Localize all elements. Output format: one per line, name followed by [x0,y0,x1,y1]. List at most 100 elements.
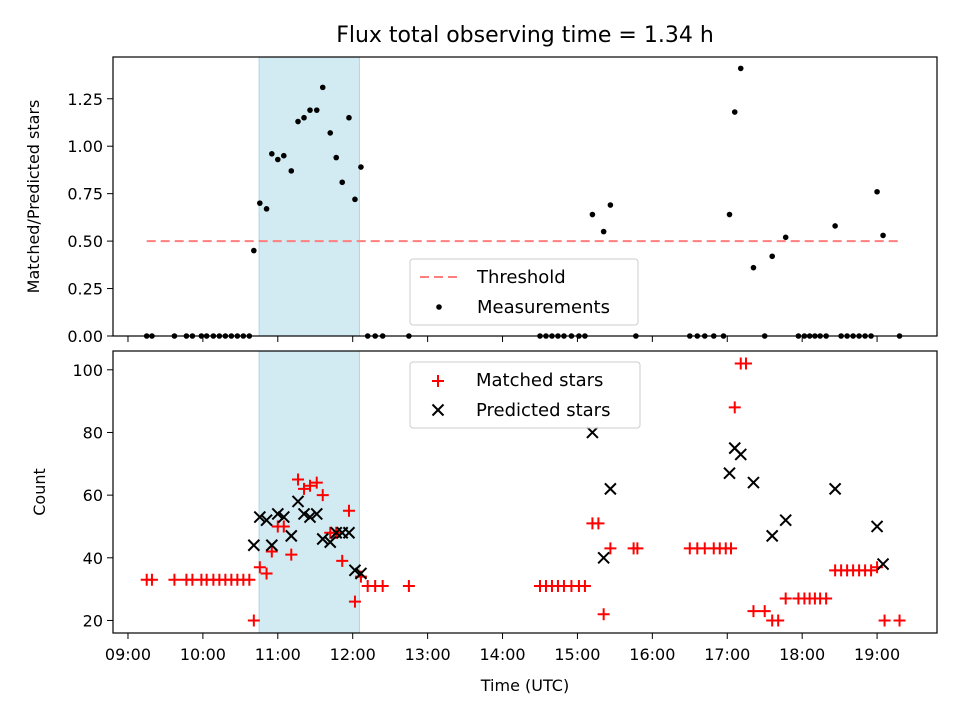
measurement-point [589,211,596,218]
matched-star-point [265,545,278,558]
matched-star-point [739,357,752,370]
bottom-x-tick-label: 18:00 [779,645,825,664]
legend-measurements-label: Measurements [477,297,610,318]
predicted-star-point [260,513,273,527]
measurement-point [346,114,352,121]
measurement-point [358,164,364,170]
matched-star-point [604,542,617,555]
bottom-x-tick-label: 19:00 [854,645,900,664]
measurement-point [352,196,358,203]
measurement-point [737,65,744,72]
legend-matched-swatch [432,375,444,387]
predicted-star-point [876,557,890,571]
measurement-point [750,264,757,271]
predicted-star-point [597,551,610,565]
legend-predicted-label: Predicted stars [476,400,610,421]
ratio-plot-panel: 0.00 0.25 0.50 0.75 1.00 1.25 Matched/Predicte… [24,56,938,346]
predicted-star-point [271,507,285,521]
bottom-y-tick-label: 80 [83,423,103,442]
measurement-point [307,107,313,113]
measurement-point [731,109,738,115]
matched-star-point [878,614,891,627]
measurement-point [251,247,257,254]
predicted-star-point [348,564,362,577]
matched-star-point [402,580,415,592]
matched-star-point [779,592,792,605]
bottom-x-tick-label: 13:00 [405,645,451,664]
bottom-axes-frame [112,350,938,634]
bottom-legend-box [409,361,641,429]
predicted-star-point [723,466,736,480]
measurement-point [263,206,270,212]
measurement-point [832,223,838,229]
measurement-point [600,228,607,235]
predicted-star-point [828,482,842,496]
bottom-shaded-interval [258,350,360,634]
predicted-star-point [253,510,267,524]
predicted-star-point [285,529,298,543]
matched-star-point [304,479,317,492]
matched-star-point [316,489,329,502]
measurement-point [880,232,886,239]
matched-star-point [260,567,273,580]
matched-star-point [578,580,591,592]
matched-star-point [758,605,771,618]
bottom-x-tick-label: 17:00 [704,645,750,664]
measurement-point [607,202,614,208]
predicted-star-point [779,513,792,527]
matched-star-point [820,592,833,605]
predicted-star-point [586,426,599,439]
bottom-y-tick-label: 60 [83,486,103,505]
measurement-point [275,156,281,163]
predicted-star-point [342,526,356,539]
measurement-point [339,179,346,186]
bottom-y-tick-label: 40 [83,549,103,568]
top-y-tick-label: 0.25 [67,280,103,299]
legend-matched-label: Matched stars [476,370,603,391]
predicted-star-point [247,539,261,552]
matched-star-point [277,520,290,533]
matched-star-point [631,542,644,555]
matched-star-point [168,573,181,586]
top-y-tick-label: 0.75 [67,185,103,204]
measurement-point [313,107,320,113]
matched-star-point [865,564,878,577]
measurement-point [301,114,307,121]
predicted-star-point [734,448,747,461]
matched-star-point [310,476,323,489]
matched-star-point [292,473,305,486]
measurement-point [782,234,789,241]
measurement-point [726,211,733,218]
predicted-star-point [747,476,760,489]
top-y-tick-label: 0.00 [67,327,103,346]
predicted-star-point [765,529,779,543]
legend-threshold-label: Threshold [476,267,566,288]
bottom-x-tick-label: 14:00 [479,645,525,664]
bottom-x-tick-label: 12:00 [330,645,376,664]
matched-star-point [348,595,361,608]
bottom-y-axis-label: Count [30,468,49,516]
predicted-star-point [297,507,311,521]
top-y-tick-label: 1.00 [67,137,103,156]
top-legend-box [409,258,639,326]
bottom-x-tick-label: 10:00 [180,645,226,664]
matched-star-point [597,608,610,621]
top-y-tick-label: 0.50 [67,232,103,251]
predicted-star-point [303,510,317,524]
matched-star-point [725,542,737,555]
matched-star-point [247,614,260,627]
bottom-x-tick-label: 15:00 [554,645,600,664]
bottom-x-tick-label: 09:00 [105,645,151,664]
predicted-star-point [316,532,329,546]
bottom-y-tick-label: 100 [72,361,103,380]
measurement-point [288,168,295,174]
legend-measurements-swatch [436,304,442,310]
bottom-y-tick-label: 20 [83,611,103,630]
matched-star-point [747,605,760,618]
measurement-point [333,154,340,161]
predicted-star-point [870,520,884,533]
bottom-x-tick-label: 16:00 [629,645,675,664]
measurement-point [257,200,263,206]
predicted-star-point [324,535,337,549]
matched-star-point [592,517,605,530]
